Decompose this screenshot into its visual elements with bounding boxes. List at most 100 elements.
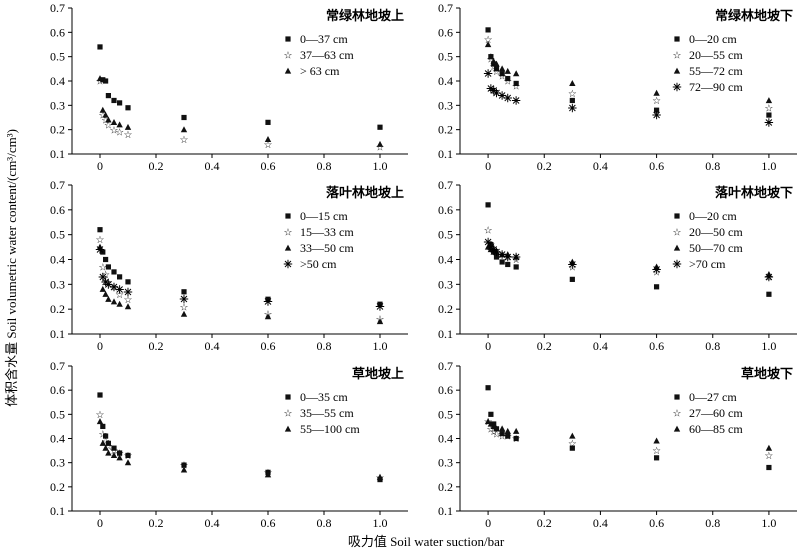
data-point: ✳ (568, 259, 577, 271)
data-point: ✳ (489, 245, 498, 257)
y-tick-label: 0.4 (50, 432, 65, 446)
y-tick-label: 0.1 (438, 504, 453, 518)
x-tick-label: 0.2 (537, 516, 552, 530)
y-tick-label: 0.7 (438, 178, 453, 192)
data-point (105, 449, 112, 456)
legend-label: 15—33 cm (300, 225, 354, 239)
data-point (100, 77, 106, 83)
legend-marker: ☆ (284, 51, 293, 62)
legend-label: 0—27 cm (689, 390, 737, 404)
data-point: ✳ (123, 287, 132, 299)
data-point (125, 452, 131, 459)
data-point: ☆ (489, 427, 498, 438)
data-point (498, 425, 506, 432)
data-point (487, 420, 495, 427)
y-tick-label: 0.4 (50, 253, 65, 267)
y-tick-label: 0.7 (50, 359, 65, 373)
legend-marker: ☆ (673, 51, 682, 62)
data-point: ✳ (503, 93, 512, 105)
y-tick-label: 0.6 (50, 25, 65, 39)
data-point: ☆ (115, 128, 124, 139)
data-point (493, 254, 500, 260)
data-point (487, 246, 495, 253)
legend-marker (284, 425, 292, 432)
data-point (102, 290, 109, 297)
legend-label: 20—55 cm (689, 48, 743, 62)
data-point: ☆ (104, 441, 113, 452)
data-point: ☆ (503, 253, 512, 264)
data-point: ✳ (492, 247, 501, 259)
data-point: ✳ (498, 91, 507, 103)
data-point: ☆ (96, 77, 105, 88)
x-tick-label: 0 (485, 339, 491, 353)
data-point (653, 89, 660, 96)
data-point (569, 432, 576, 439)
data-point (99, 285, 106, 292)
data-point (105, 116, 112, 123)
legend-label: 50—70 cm (689, 241, 743, 255)
legend-marker: ☆ (673, 409, 682, 420)
y-tick-label: 0.5 (50, 228, 65, 242)
y-tick-label: 0.2 (438, 480, 453, 494)
data-point (103, 256, 109, 263)
legend-label: 0—35 cm (300, 390, 348, 404)
data-point: ☆ (96, 410, 105, 421)
data-point: ☆ (180, 302, 189, 313)
data-point (264, 471, 272, 478)
data-point (490, 423, 497, 430)
legend-label: 35—55 cm (300, 406, 354, 420)
data-point (99, 439, 106, 446)
x-axis-title: 吸力值 Soil water suction/bar (348, 534, 505, 549)
data-point: ✳ (652, 110, 661, 122)
data-point (181, 114, 187, 121)
y-tick-label: 0.5 (438, 50, 453, 64)
data-point (493, 66, 500, 72)
data-point (97, 392, 103, 398)
data-point (488, 411, 494, 417)
y-tick-label: 0.7 (50, 1, 65, 15)
data-point (653, 263, 660, 270)
data-point: ☆ (110, 125, 119, 136)
data-point: ✳ (512, 252, 521, 264)
legend-marker (284, 67, 292, 74)
data-point (105, 440, 111, 446)
x-tick-label: 0 (485, 516, 491, 530)
data-point: ☆ (652, 96, 661, 107)
x-tick-label: 0.6 (261, 339, 276, 353)
data-point (100, 249, 106, 255)
data-point: ☆ (568, 89, 577, 100)
data-point (569, 97, 575, 104)
data-point (377, 124, 383, 130)
legend-label: 0—15 cm (300, 209, 348, 223)
data-point (487, 53, 495, 60)
data-point (485, 202, 491, 208)
data-point: ✳ (483, 69, 492, 81)
legend-label: >50 cm (300, 257, 337, 271)
data-point (484, 243, 492, 250)
data-point (513, 435, 519, 442)
data-point (505, 75, 511, 82)
data-point: ✳ (115, 284, 124, 296)
data-point: ✳ (512, 95, 521, 107)
data-point (569, 258, 576, 265)
y-tick-label: 0.1 (50, 504, 65, 518)
legend-marker (285, 213, 291, 219)
data-point (766, 291, 772, 297)
data-point: ☆ (486, 55, 495, 66)
data-point (181, 462, 187, 468)
data-point (117, 450, 123, 456)
x-tick-label: 0.4 (205, 339, 220, 353)
data-point (766, 464, 772, 471)
legend-marker: ☆ (284, 409, 293, 420)
data-point: ☆ (512, 434, 521, 445)
data-point: ☆ (101, 270, 110, 281)
data-point (102, 444, 109, 451)
data-point (484, 418, 492, 425)
data-point (99, 106, 106, 113)
data-point (103, 78, 109, 84)
x-tick-label: 1.0 (373, 516, 388, 530)
data-point: ✳ (95, 245, 104, 257)
data-point: ☆ (376, 142, 385, 153)
panel-title: 常绿林地坡上 (326, 8, 404, 23)
data-point: ☆ (484, 225, 493, 236)
